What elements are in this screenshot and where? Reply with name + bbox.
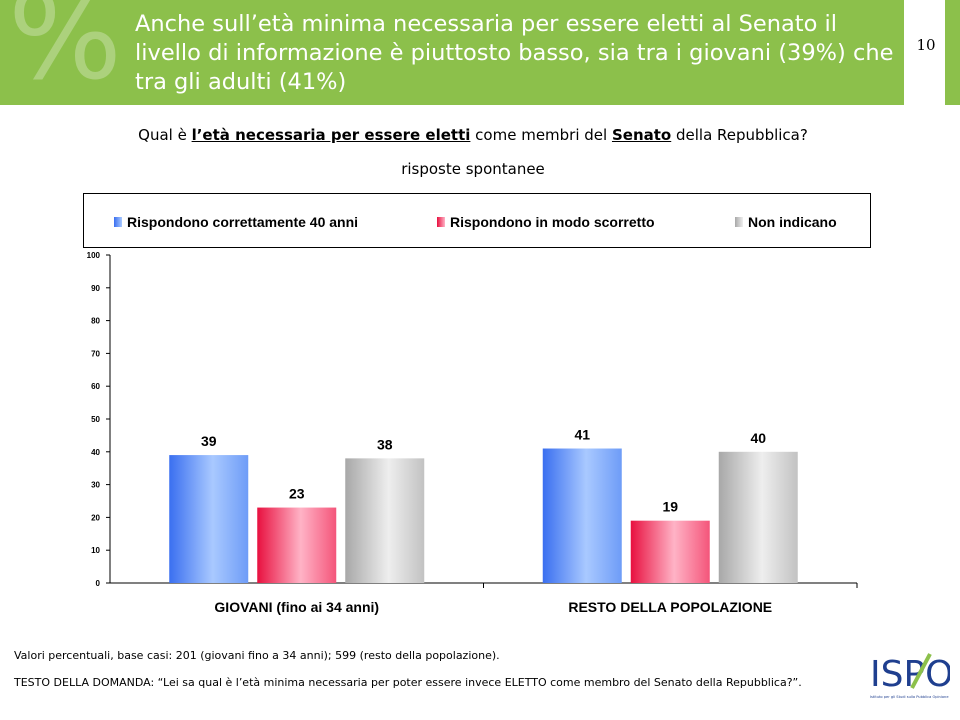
header-banner: % Anche sull’età minima necessaria per e…	[0, 0, 904, 105]
question-emphasis-age: l’età necessaria per essere eletti	[191, 126, 471, 144]
ispo-logo: ISPO Istituto per gli Studi sulla Pubbli…	[870, 653, 950, 699]
y-tick-label: 0	[96, 579, 101, 588]
footnote-question-text: TESTO DELLA DOMANDA: “Lei sa qual è l’et…	[14, 676, 802, 689]
logo-slash-icon	[910, 653, 932, 689]
question-emphasis-senate: Senato	[611, 126, 672, 144]
survey-question: Qual è l’età necessaria per essere elett…	[0, 126, 946, 144]
y-tick-label: 40	[91, 448, 100, 457]
page-number: 10	[916, 36, 936, 54]
y-tick-label: 30	[91, 481, 100, 490]
legend-label-correct: Rispondono correttamente 40 anni	[127, 214, 359, 230]
logo-tagline: Istituto per gli Studi sulla Pubblica Op…	[870, 695, 949, 699]
legend-label-wrong: Rispondono in modo scorretto	[450, 214, 655, 230]
bar	[345, 458, 425, 583]
y-tick-label: 60	[91, 382, 100, 391]
y-tick-label: 100	[87, 251, 101, 260]
chart-legend: Rispondono correttamente 40 anni Rispond…	[83, 193, 871, 248]
legend-swatch-correct	[114, 217, 122, 227]
y-tick-label: 80	[91, 317, 100, 326]
legend-item-none: Non indicano	[735, 214, 837, 230]
y-tick-label: 20	[91, 513, 100, 522]
bar-value-label: 40	[750, 430, 766, 446]
question-prefix: Qual è	[138, 126, 192, 144]
bar	[169, 455, 249, 583]
bar	[257, 507, 337, 583]
footnote-base: Valori percentuali, base casi: 201 (giov…	[14, 649, 500, 662]
slide-title: Anche sull’età minima necessaria per ess…	[135, 11, 894, 95]
percent-decoration-icon: %	[8, 0, 123, 105]
chart-subtitle: risposte spontanee	[401, 160, 545, 178]
y-tick-label: 10	[91, 546, 100, 555]
legend-label-none: Non indicano	[748, 214, 837, 230]
question-suffix: della Repubblica?	[671, 126, 808, 144]
x-category-label: GIOVANI (fino ai 34 anni)	[214, 599, 379, 615]
x-category-label: RESTO DELLA POPOLAZIONE	[568, 599, 772, 615]
bar-value-label: 39	[201, 433, 217, 449]
legend-swatch-none	[735, 217, 743, 227]
legend-swatch-wrong	[437, 217, 445, 227]
bar	[542, 448, 622, 583]
bar-value-label: 23	[289, 486, 305, 502]
bar-value-label: 19	[662, 499, 678, 515]
header-side-bar	[945, 0, 960, 105]
y-tick-label: 90	[91, 284, 100, 293]
bar-value-label: 41	[574, 427, 590, 443]
bar	[630, 520, 710, 583]
y-tick-label: 70	[91, 349, 100, 358]
legend-item-correct: Rispondono correttamente 40 anni	[114, 214, 358, 230]
y-tick-label: 50	[91, 415, 100, 424]
bar	[718, 451, 798, 583]
logo-text: ISPO	[870, 654, 950, 695]
legend-item-wrong: Rispondono in modo scorretto	[437, 214, 655, 230]
question-middle: come membri del	[470, 126, 612, 144]
bar-value-label: 38	[377, 436, 393, 452]
